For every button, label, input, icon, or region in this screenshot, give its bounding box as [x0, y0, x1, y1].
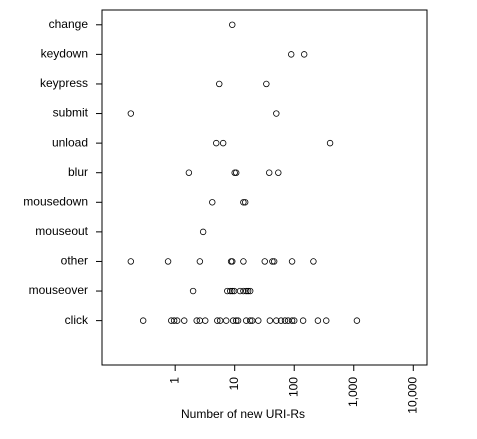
y-tick-label: unload: [52, 135, 88, 149]
point: [269, 258, 276, 265]
y-tick-label: keypress: [40, 76, 88, 90]
point: [277, 317, 285, 324]
point: [263, 80, 270, 88]
y-tick-label: submit: [53, 106, 89, 120]
point: [226, 287, 234, 295]
y-tick-label: click: [65, 313, 89, 327]
x-axis-label: Number of new URI-Rs: [181, 407, 305, 421]
point: [353, 317, 361, 324]
point: [234, 317, 242, 324]
y-tick-label: keydown: [41, 47, 88, 61]
point: [233, 169, 240, 176]
plot-frame: [101, 9, 428, 366]
point: [242, 287, 250, 295]
x-tick-label: 10: [227, 377, 241, 391]
point: [249, 317, 256, 324]
point: [284, 317, 292, 324]
point: [246, 317, 254, 324]
point: [219, 139, 227, 147]
point: [127, 110, 135, 117]
point: [314, 317, 322, 324]
point: [229, 287, 236, 295]
point: [229, 21, 236, 28]
point: [185, 169, 193, 176]
y-tick-label: mousedown: [23, 194, 88, 208]
point: [270, 258, 278, 265]
point: [288, 51, 295, 58]
point: [241, 199, 249, 206]
x-tick-label: 100: [286, 377, 300, 397]
point: [170, 317, 178, 324]
point: [273, 317, 280, 324]
point: [213, 139, 220, 147]
x-tick-label: 1,000: [346, 377, 360, 407]
point: [193, 317, 200, 324]
point: [261, 258, 268, 265]
point: [236, 287, 244, 295]
point: [323, 317, 330, 324]
point: [209, 199, 216, 206]
point: [240, 287, 247, 295]
point: [173, 317, 181, 324]
point: [240, 199, 247, 206]
point: [216, 317, 224, 324]
point: [266, 169, 273, 176]
point: [189, 287, 197, 295]
point: [244, 287, 252, 295]
y-tick-label: mouseout: [35, 224, 88, 238]
point: [229, 258, 236, 265]
point: [202, 317, 209, 324]
point: [275, 169, 282, 176]
point: [224, 287, 231, 295]
point: [127, 258, 135, 265]
point: [288, 258, 296, 265]
y-tick-label: change: [49, 17, 89, 31]
point: [255, 317, 262, 324]
point: [229, 317, 237, 324]
point: [299, 317, 307, 324]
point: [223, 317, 230, 324]
point: [240, 258, 247, 265]
point: [164, 258, 172, 265]
point: [196, 258, 204, 265]
point: [242, 317, 250, 324]
point: [288, 317, 296, 324]
x-tick-label: 10,000: [405, 377, 419, 414]
point: [181, 317, 188, 324]
x-tick-label: 1: [167, 377, 181, 384]
y-tick-label: blur: [68, 165, 88, 179]
y-tick-label: mouseover: [29, 283, 88, 297]
point: [310, 258, 317, 265]
y-tick-label: other: [61, 254, 88, 268]
point: [300, 51, 308, 58]
point: [214, 317, 221, 324]
point: [139, 317, 147, 324]
point: [199, 228, 207, 236]
point: [266, 317, 274, 324]
point: [273, 110, 280, 117]
point: [246, 287, 254, 295]
point: [291, 317, 298, 324]
point: [216, 80, 223, 88]
point: [326, 139, 334, 147]
point: [233, 317, 240, 324]
point: [281, 317, 289, 324]
